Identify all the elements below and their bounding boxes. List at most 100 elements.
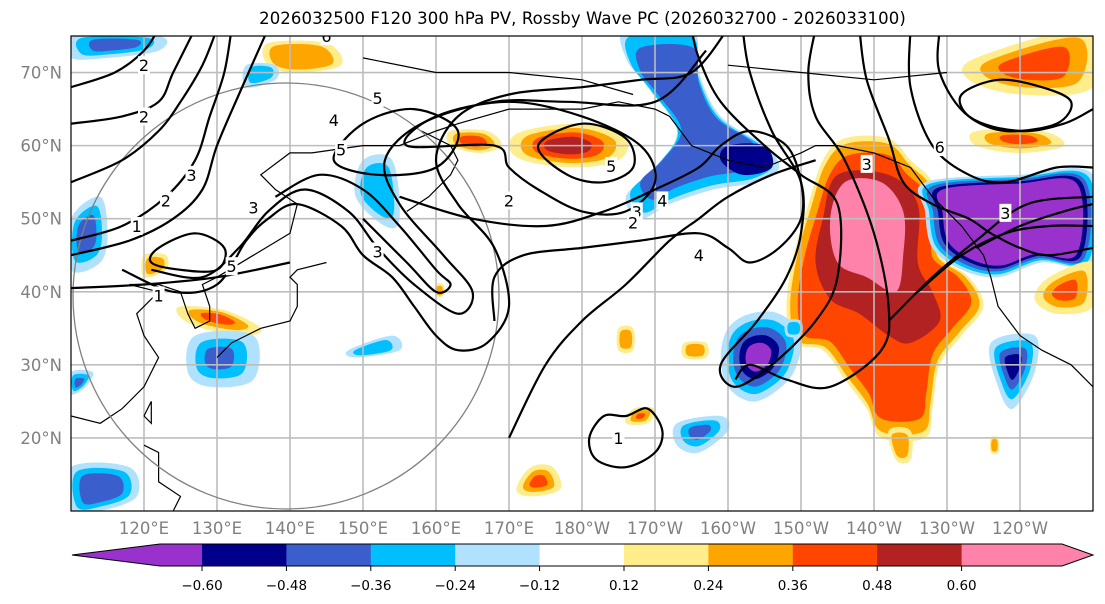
y-tick-label: 30°N: [20, 356, 62, 375]
colorbar-segment: [961, 544, 1063, 566]
pv-contour: [403, 100, 657, 216]
colorbar-tick-label: 0.48: [862, 578, 892, 594]
range-ring: [72, 82, 500, 510]
colorbar-tick-label: −0.24: [435, 578, 476, 594]
colorbar: −0.60 −0.48 −0.36 −0.24 −0.12 0.12 0.24 0.36 0.4…: [71, 543, 1095, 594]
positive-shade: [685, 343, 705, 357]
colorbar-segment: [160, 544, 203, 566]
contour-label: 5: [336, 140, 346, 159]
colorbar-tick-label: −0.36: [350, 578, 391, 594]
map-frame: [70, 35, 1094, 512]
coastline: [216, 261, 327, 358]
negative-shade: [1004, 354, 1022, 380]
negative-shade: [248, 65, 274, 84]
pv-contour: [859, 36, 1093, 257]
contour-label: 1: [154, 286, 164, 305]
negative-shade: [204, 346, 235, 370]
colorbar-tick-label: −0.12: [519, 578, 560, 594]
contour-label-gap: [371, 242, 384, 261]
colorbar-segment: [202, 544, 287, 566]
contour-label: 1: [613, 429, 623, 448]
pv-contour: [71, 261, 291, 290]
colorbar-tick-label: 0.36: [778, 578, 808, 594]
coastline: [406, 130, 459, 212]
pv-contour: [537, 122, 636, 184]
contour-label: 2: [139, 56, 149, 75]
colorbar-segment: [286, 544, 372, 566]
negative-shade: [787, 321, 801, 335]
contour-label: 4: [657, 191, 667, 210]
positive-shade: [529, 474, 548, 488]
contour-label: 6: [935, 138, 945, 157]
colorbar-segment: [624, 544, 709, 566]
colorbar-segment: [877, 544, 963, 566]
y-tick-label: 50°N: [20, 210, 62, 229]
chart-title: 2026032500 F120 300 hPa PV, Rossby Wave …: [259, 9, 906, 28]
negative-shade: [79, 473, 124, 505]
x-tick-label: 120°E: [119, 519, 169, 538]
contour-label-gap: [656, 191, 669, 210]
x-tick-label: 170°E: [484, 519, 534, 538]
contour-label: 4: [694, 246, 704, 265]
positive-shade: [1052, 279, 1078, 301]
contour-label-gap: [933, 138, 946, 157]
contour-label: 6: [321, 27, 331, 46]
colorbar-tick-label: −0.48: [266, 578, 307, 594]
pv-contour: [936, 36, 1093, 133]
colorbar-tick-label: 0.24: [693, 578, 723, 594]
contour-label-gap: [327, 111, 340, 130]
positive-shade: [635, 413, 645, 419]
pv-contour: [887, 195, 1093, 322]
colorbar-segment: [455, 544, 541, 566]
contour-label-gap: [247, 198, 260, 217]
contour-label: 5: [373, 89, 383, 108]
x-tick-label: 180°W: [554, 519, 610, 538]
positive-shade: [619, 329, 633, 349]
positive-shade: [269, 44, 334, 70]
contour-label: 2: [161, 191, 171, 210]
x-tick-label: 160°W: [700, 519, 756, 538]
contour-label-gap: [152, 286, 165, 305]
contour-label-gap: [605, 157, 618, 176]
contour-label: 3: [632, 202, 642, 221]
positive-shade: [829, 178, 906, 293]
pv-contour: [958, 78, 1073, 133]
colorbar-tick-label: −0.60: [181, 578, 222, 594]
contour-label-gap: [138, 56, 150, 75]
negative-shade: [688, 424, 712, 440]
x-tick-label: 150°W: [773, 519, 829, 538]
pv-contour: [274, 173, 452, 294]
x-tick-label: 140°W: [846, 519, 902, 538]
contour-label-gap: [627, 213, 640, 232]
contour-label: 3: [1000, 204, 1010, 223]
contour-label-gap: [371, 89, 384, 108]
pv-contour: [587, 407, 664, 469]
contour-label-gap: [138, 107, 150, 126]
x-tick-label: 150°E: [338, 519, 388, 538]
x-tick-label: 130°E: [192, 519, 242, 538]
contour-label-gap: [159, 191, 172, 210]
y-tick-label: 20°N: [20, 429, 62, 448]
y-tick-label: 60°N: [20, 137, 62, 156]
pv-contour: [691, 36, 843, 388]
pv-contours: [71, 36, 1093, 469]
x-tick-label: 120°W: [992, 519, 1048, 538]
contour-label: 3: [862, 155, 872, 174]
coastline: [143, 401, 152, 425]
contour-label: 3: [248, 199, 258, 218]
x-axis-ticks: 120°E 130°E 140°E 150°E 160°E 170°E 180°W 170°W…: [119, 519, 1048, 538]
pv-contour: [151, 49, 707, 315]
contour-label-gap: [860, 154, 873, 173]
negative-shade: [76, 214, 97, 253]
contour-label: 3: [373, 243, 383, 262]
pv-contour: [71, 36, 267, 257]
colorbar-extend-low: [72, 544, 160, 566]
pv-contour: [508, 159, 816, 439]
negative-shade: [74, 377, 85, 388]
y-tick-label: 40°N: [20, 283, 62, 302]
x-tick-label: 160°E: [411, 519, 461, 538]
pv-contour: [121, 36, 725, 352]
contour-label: 5: [606, 157, 616, 176]
contour-label-gap: [692, 246, 705, 265]
pv-contour: [71, 36, 232, 242]
